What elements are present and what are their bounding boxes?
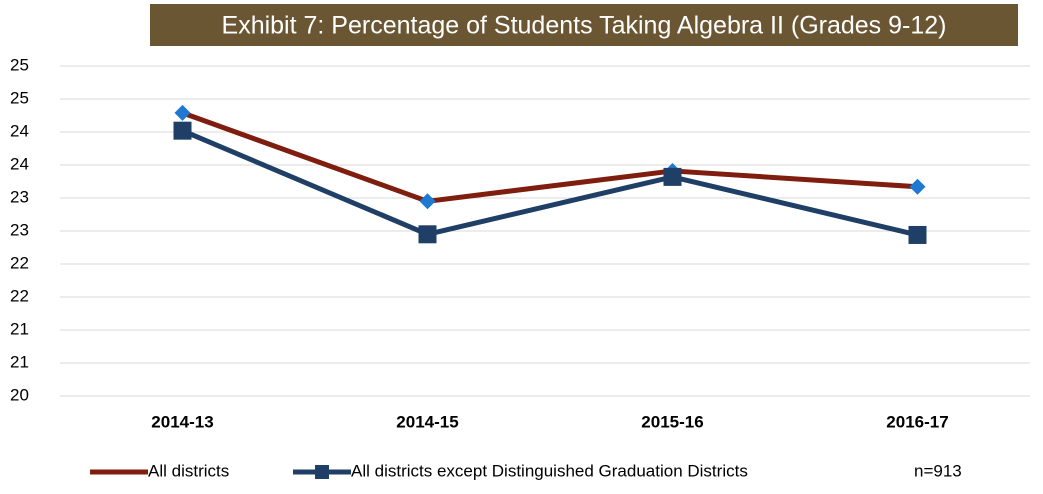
y-tick-label: 22 [10,253,29,272]
marker [173,121,192,140]
annotation: n=913 [914,461,962,480]
y-tick-label: 25 [10,55,29,74]
marker [419,193,436,210]
marker [663,167,682,186]
y-tick-label: 25 [10,88,29,107]
legend-label: All districts [148,461,229,480]
y-tick-label: 23 [10,220,29,239]
y-tick-label: 21 [10,319,29,338]
title-box [150,4,1018,46]
y-tick-label: 21 [10,352,29,371]
chart-title: Exhibit 7: Percentage of Students Taking… [222,12,947,40]
y-tick-label: 23 [10,187,29,206]
y-tick-label: 24 [10,121,29,140]
marker [174,104,191,121]
y-tick-label: 20 [10,385,29,404]
y-tick-label: 22 [10,286,29,305]
legend-marker [315,465,329,479]
series-line [181,128,919,238]
series-line [181,110,918,204]
legend-label: All districts except Distinguished Gradu… [351,461,748,480]
y-tick-label: 24 [10,154,29,173]
marker [909,178,926,195]
x-tick-label: 2016-17 [886,412,948,431]
x-tick-label: 2014-13 [151,412,213,431]
x-tick-label: 2015-16 [641,412,703,431]
marker [908,225,927,244]
x-tick-label: 2014-15 [396,412,458,431]
marker [418,225,437,244]
